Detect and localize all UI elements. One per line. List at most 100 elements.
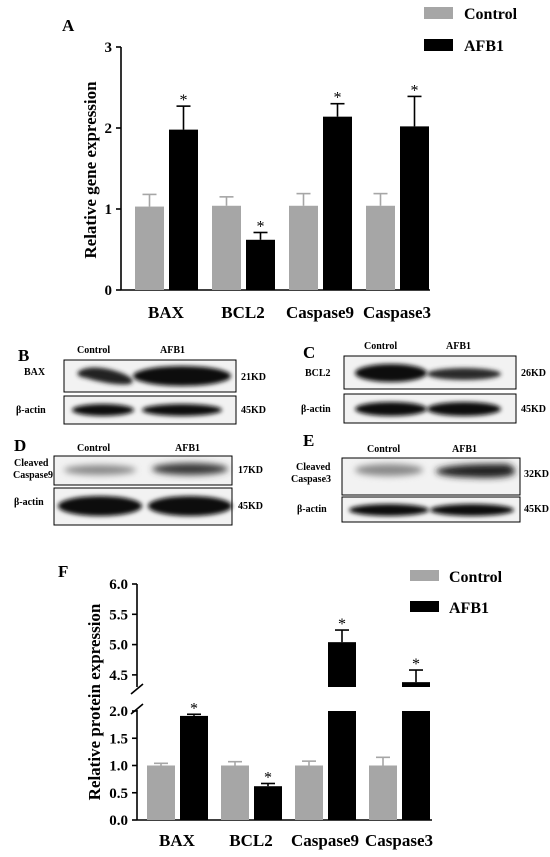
blot-c-band-afb1 (427, 368, 501, 380)
blot-e-letter: E (303, 431, 314, 450)
blot-b-actin-afb1 (142, 404, 222, 416)
blot-d-letter: D (14, 436, 26, 455)
blot-c-header-afb1: AFB1 (446, 341, 471, 352)
panel-f-significance-star: * (190, 700, 198, 717)
panel-a-bar-afb1 (169, 129, 198, 290)
panel-a-significance-star: * (334, 90, 342, 107)
blot-d-header-afb1: AFB1 (175, 443, 200, 454)
panel-a-category-label: Caspase9 (286, 303, 354, 322)
blot-e-actin-afb1 (430, 504, 514, 516)
panel-a-significance-star: * (257, 218, 265, 235)
panel-a-bar-control (135, 206, 164, 290)
panel-a-bar-afb1 (400, 126, 429, 290)
panel-f-bar-control (147, 765, 175, 820)
panel-f-y-tick-label: 5.5 (109, 607, 128, 623)
blot-e-row1-label-1: Cleaved (296, 462, 331, 473)
legend-f-label-control: Control (449, 569, 503, 586)
panel-f-category-label: Caspase3 (365, 831, 433, 850)
blot-b-row2-size: 45KD (241, 405, 266, 416)
panel-f-y-tick-label: 5.0 (109, 638, 128, 654)
panel-f-bar-afb1-lower (402, 711, 430, 820)
legend-label-afb1: AFB1 (464, 38, 504, 55)
panel-f-y-tick-label: 2.0 (109, 704, 128, 720)
panel-f-y-tick-label: 1.0 (109, 759, 128, 775)
blot-e-header-control: Control (367, 444, 400, 455)
blot-b-row2-label: β-actin (16, 405, 46, 416)
panel-a-bar-control (289, 205, 318, 290)
panel-f-y-tick-label: 1.5 (109, 731, 128, 747)
panel-f-bar-afb1 (254, 786, 282, 820)
blot-e-row2-size: 45KD (524, 504, 549, 515)
blot-b-header-control: Control (77, 345, 110, 356)
legend-f-swatch-control (410, 570, 439, 581)
blot-panel-c: C Control AFB1 BCL2 β-actin 26KD 45KD (301, 341, 546, 424)
panel-a-bars: * * * * (135, 82, 429, 290)
panel-a-letter: A (62, 16, 75, 35)
panel-f-significance-star: * (264, 769, 272, 786)
panel-f-category-label: BAX (159, 831, 196, 850)
panel-a-bar-control (212, 205, 241, 290)
blot-d-row2-size: 45KD (238, 501, 263, 512)
blot-c-row2-size: 45KD (521, 404, 546, 415)
blot-e-header-afb1: AFB1 (452, 444, 477, 455)
panel-a-bar-afb1 (323, 116, 352, 290)
blot-b-band-afb1 (133, 366, 231, 386)
blot-d-actin-afb1 (148, 496, 232, 516)
panel-f-axis-break-mark (130, 703, 144, 715)
legend-label-control: Control (464, 6, 518, 23)
panel-f-category-label: Caspase9 (291, 831, 359, 850)
panel-a-significance-star: * (411, 82, 419, 99)
blot-e-band-afb1 (435, 463, 515, 478)
panel-f-significance-star: * (412, 656, 420, 673)
blot-b-letter: B (18, 346, 29, 365)
blot-b-band-control (77, 367, 133, 385)
blot-d-row1-label-2: Caspase9 (13, 470, 53, 481)
blot-e-band-control (355, 464, 423, 476)
panel-a-category-label: BCL2 (221, 303, 264, 322)
blot-b-actin-control (72, 404, 134, 416)
panel-f-bars: * * * * (147, 616, 430, 820)
panel-f-category-label: BCL2 (229, 831, 272, 850)
blot-e-row1-size: 32KD (524, 469, 549, 480)
blot-d-header-control: Control (77, 443, 110, 454)
panel-f: F Relative protein expression 0.0 0.5 1.0 1… (58, 562, 503, 850)
legend-swatch-afb1 (424, 39, 453, 51)
panel-f-axis-break-mark (130, 683, 144, 695)
panel-f-bar-afb1-upper (328, 642, 356, 687)
panel-f-y-tick-label: 0.0 (109, 813, 128, 829)
panel-a-y-tick-label: 0 (105, 283, 113, 299)
legend-swatch-control (424, 7, 453, 19)
blot-c-actin-afb1 (427, 402, 501, 416)
blot-d-band-afb1 (152, 463, 228, 475)
blot-d-row1-label-1: Cleaved (14, 458, 49, 469)
panel-a-bar-afb1 (246, 239, 275, 290)
blot-b-row1-size: 21KD (241, 372, 266, 383)
blot-c-row2-label: β-actin (301, 404, 331, 415)
panel-a-y-tick-label: 2 (105, 121, 113, 137)
blot-e-row2-label: β-actin (297, 504, 327, 515)
panel-f-legend: Control AFB1 (410, 569, 503, 617)
blot-c-row1-label: BCL2 (305, 368, 331, 379)
panel-a-y-tick-label: 3 (105, 40, 113, 56)
panel-a-category-label: Caspase3 (363, 303, 431, 322)
panel-a-bar-control (366, 205, 395, 290)
blot-panel-d: D Control AFB1 Cleaved Caspase9 β-actin … (13, 436, 263, 526)
blot-d-row2-label: β-actin (14, 497, 44, 508)
blot-b-header-afb1: AFB1 (160, 345, 185, 356)
panel-f-y-tick-label: 4.5 (109, 668, 128, 684)
panel-f-y-tick-label: 0.5 (109, 786, 128, 802)
panel-a-category-labels: BAX BCL2 Caspase9 Caspase3 (148, 303, 431, 322)
panel-a-legend: Control AFB1 (424, 6, 518, 55)
panel-a-category-label: BAX (148, 303, 185, 322)
blot-c-actin-control (355, 402, 427, 416)
blot-panel-b: B Control AFB1 BAX β-actin 21KD 45KD (16, 345, 266, 425)
legend-f-swatch-afb1 (410, 601, 439, 612)
panel-f-significance-star: * (338, 616, 346, 633)
panel-a-ylabel: Relative gene expression (81, 81, 100, 259)
panel-f-bar-control (295, 765, 323, 820)
blot-panel-e: E Control AFB1 Cleaved Caspase3 β-actin … (291, 431, 549, 523)
blot-e-row1-label-2: Caspase3 (291, 474, 331, 485)
blot-d-actin-control (58, 496, 142, 516)
blot-e-actin-control (349, 504, 429, 516)
